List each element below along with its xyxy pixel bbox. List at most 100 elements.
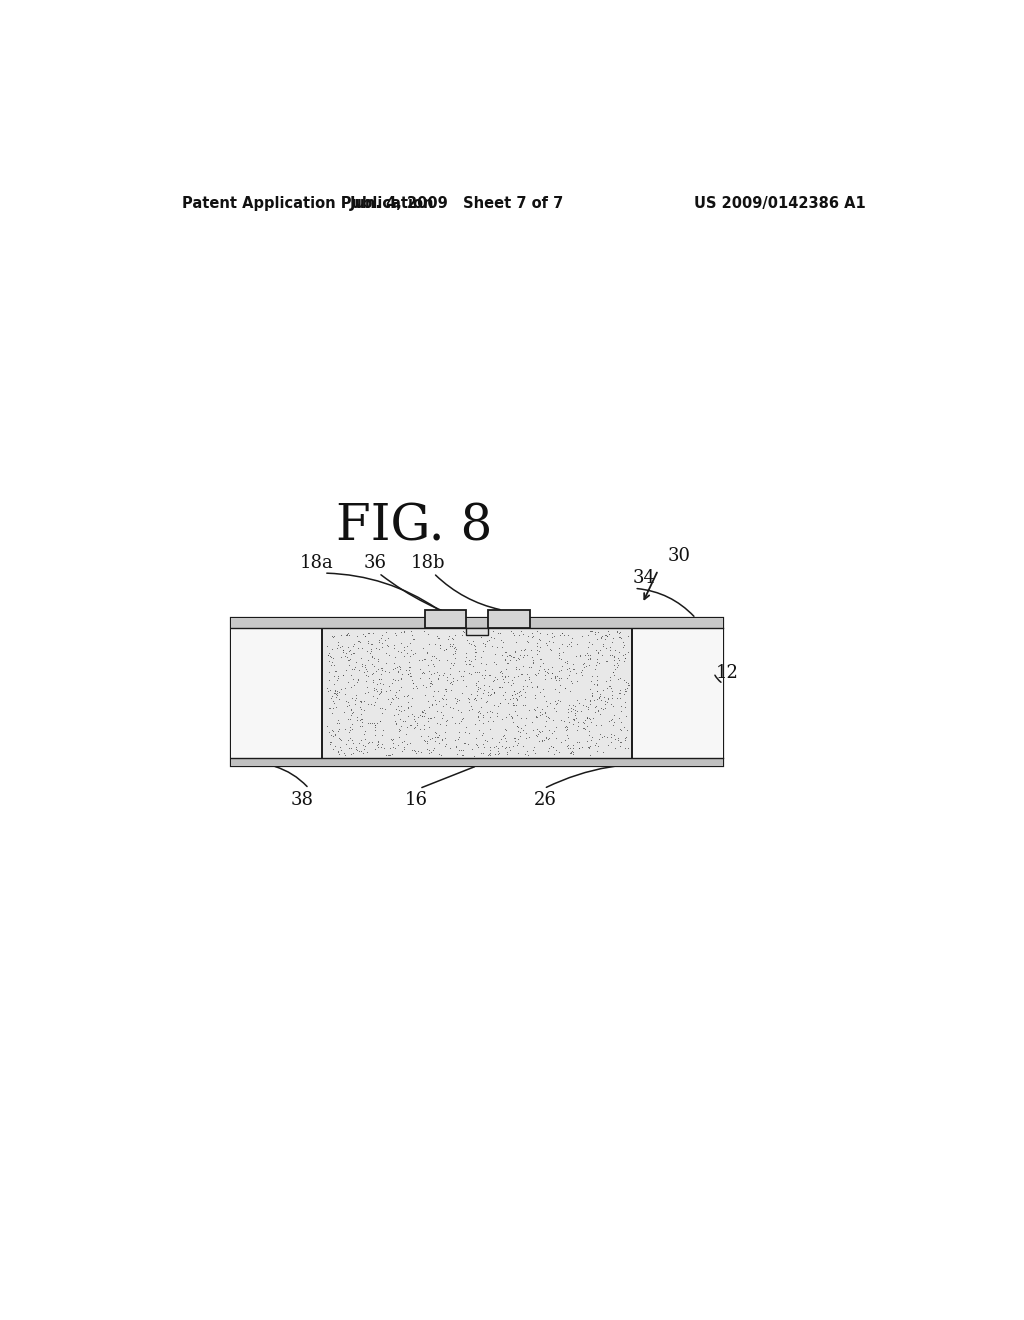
Text: 12: 12 [715, 664, 738, 681]
Point [582, 690, 598, 711]
Point [467, 636, 483, 657]
Point [560, 737, 577, 758]
Point [539, 635, 555, 656]
Point [321, 661, 337, 682]
Point [595, 698, 611, 719]
Point [404, 628, 421, 649]
Point [424, 645, 440, 667]
Point [364, 713, 380, 734]
Point [536, 659, 552, 680]
Point [461, 653, 477, 675]
Point [387, 710, 403, 731]
Point [415, 701, 431, 722]
Point [606, 738, 623, 759]
Point [339, 623, 355, 644]
Point [342, 719, 358, 741]
Point [497, 665, 513, 686]
Point [409, 713, 425, 734]
Point [609, 655, 626, 676]
Point [355, 743, 372, 764]
Point [590, 735, 606, 756]
Point [605, 696, 622, 717]
Point [616, 717, 633, 738]
Point [340, 636, 356, 657]
Point [575, 652, 592, 673]
Point [520, 631, 537, 652]
Point [353, 638, 370, 659]
Point [473, 653, 489, 675]
Point [530, 723, 547, 744]
Point [588, 640, 604, 661]
Point [385, 669, 401, 690]
Point [423, 673, 439, 694]
Point [324, 639, 340, 660]
Point [463, 634, 479, 655]
Point [583, 678, 599, 700]
Point [329, 669, 345, 690]
Point [353, 709, 370, 730]
Point [368, 725, 384, 746]
Point [338, 733, 354, 754]
Point [375, 719, 391, 741]
Point [325, 721, 341, 742]
Point [528, 719, 545, 741]
Point [592, 639, 608, 660]
Point [555, 642, 571, 663]
Point [479, 623, 496, 644]
Point [382, 694, 398, 715]
Point [465, 656, 481, 677]
Point [438, 714, 455, 735]
Point [574, 653, 591, 675]
Point [612, 701, 629, 722]
Point [579, 715, 595, 737]
Point [330, 741, 346, 762]
Point [506, 647, 522, 668]
Point [340, 622, 356, 643]
Point [446, 713, 463, 734]
Point [326, 673, 342, 694]
Point [589, 648, 605, 669]
Point [564, 627, 581, 648]
Point [335, 642, 351, 663]
Point [325, 626, 341, 647]
Point [434, 708, 451, 729]
Point [544, 627, 560, 648]
Point [541, 727, 557, 748]
Point [373, 681, 389, 702]
Point [395, 739, 412, 760]
Point [371, 639, 387, 660]
Point [378, 652, 394, 673]
Point [446, 652, 463, 673]
Point [367, 655, 383, 676]
Point [338, 624, 354, 645]
Point [392, 668, 409, 689]
Point [499, 741, 515, 762]
Point [396, 731, 413, 752]
Point [507, 642, 523, 663]
Point [565, 734, 582, 755]
Point [387, 622, 403, 643]
Point [342, 717, 358, 738]
Point [506, 624, 522, 645]
Point [469, 681, 485, 702]
Point [463, 684, 479, 705]
Point [560, 698, 577, 719]
Point [494, 644, 510, 665]
Point [620, 719, 636, 741]
Point [513, 620, 529, 642]
Point [374, 657, 390, 678]
Point [509, 689, 525, 710]
Point [359, 665, 376, 686]
Point [595, 680, 611, 701]
Point [365, 622, 381, 643]
Point [485, 669, 502, 690]
Point [598, 624, 614, 645]
Point [508, 694, 524, 715]
Point [509, 735, 525, 756]
Bar [466, 628, 488, 635]
Point [509, 682, 525, 704]
Point [383, 729, 399, 750]
Point [471, 719, 487, 741]
Point [349, 706, 366, 727]
Point [385, 635, 401, 656]
